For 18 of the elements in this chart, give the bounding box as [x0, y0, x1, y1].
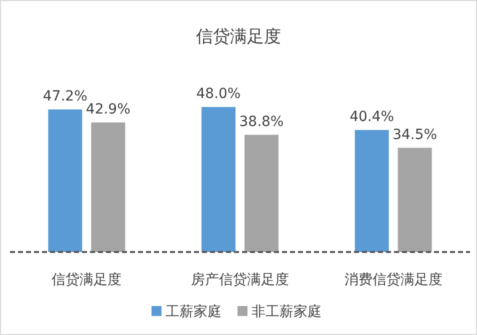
bar: [48, 109, 82, 252]
data-label: 48.0%: [196, 86, 241, 102]
data-label: 42.9%: [86, 101, 130, 118]
legend-label: 非工薪家庭: [252, 304, 322, 320]
x-tick-label: 房产信贷满足度: [191, 272, 289, 288]
data-label: 38.8%: [239, 114, 284, 130]
chart-title: 信贷满足度: [196, 27, 281, 47]
data-label: 47.2%: [42, 88, 88, 104]
legend-label: 工薪家庭: [166, 304, 222, 320]
bar: [244, 134, 278, 252]
bar: [202, 107, 236, 252]
x-tick-label: 信贷满足度: [52, 272, 122, 288]
bar: [398, 148, 432, 252]
data-label: 34.5%: [392, 126, 438, 143]
data-label: 40.4%: [350, 108, 394, 125]
bar: [354, 130, 389, 252]
bar: [91, 122, 126, 252]
x-tick-label: 消费信贷满足度: [344, 272, 442, 288]
